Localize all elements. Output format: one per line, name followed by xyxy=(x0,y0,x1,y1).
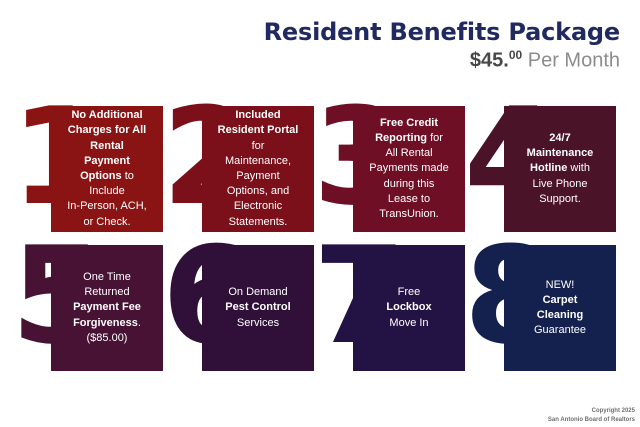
benefit-card-4: 4 24/7 Maintenance Hotline with Live Pho… xyxy=(464,90,618,233)
card-text-3: Free Credit Reporting for All Rental Pay… xyxy=(369,116,449,220)
price-suffix: Per Month xyxy=(522,49,620,72)
card-body-1: No Additional Charges for All Rental Pay… xyxy=(51,106,163,232)
copyright-line1: Copyright 2025 xyxy=(591,408,635,415)
copyright: Copyright 2025 San Antonio Board of Real… xyxy=(548,407,635,424)
card-body-6: On Demand Pest Control Services xyxy=(202,245,314,371)
card-body-2: Included Resident Portal for Maintenance… xyxy=(202,106,314,232)
benefit-card-5: 5 One Time Returned Payment Fee Forgiven… xyxy=(11,229,165,372)
benefit-card-2: 2 Included Resident Portal for Maintenan… xyxy=(162,90,316,233)
card-body-3: Free Credit Reporting for All Rental Pay… xyxy=(353,106,465,232)
price-amount: $45. xyxy=(469,49,509,72)
benefit-card-7: 7 Free Lockbox Move In xyxy=(313,229,467,372)
benefit-card-1: 1 No Additional Charges for All Rental P… xyxy=(11,90,165,233)
card-body-8: NEW! Carpet Cleaning Guarantee xyxy=(504,245,616,371)
price-cents: 00 xyxy=(508,48,523,62)
header: Resident Benefits Package $45.00 Per Mon… xyxy=(263,18,621,73)
benefit-card-8: 8 NEW! Carpet Cleaning Guarantee xyxy=(464,229,618,372)
card-text-2: Included Resident Portal for Maintenance… xyxy=(217,109,299,228)
card-text-8: NEW! Carpet Cleaning Guarantee xyxy=(534,278,586,337)
card-text-6: On Demand Pest Control Services xyxy=(225,286,291,329)
card-body-4: 24/7 Maintenance Hotline with Live Phone… xyxy=(504,106,616,232)
benefit-card-6: 6 On Demand Pest Control Services xyxy=(162,229,316,372)
card-text-7: Free Lockbox Move In xyxy=(386,286,432,329)
copyright-line2: San Antonio Board of Realtors xyxy=(547,416,635,423)
page-title: Resident Benefits Package xyxy=(263,18,621,46)
price-line: $45.00 Per Month xyxy=(264,48,620,73)
benefits-grid: 1 No Additional Charges for All Rental P… xyxy=(11,90,618,372)
card-body-7: Free Lockbox Move In xyxy=(353,245,465,371)
card-text-4: 24/7 Maintenance Hotline with Live Phone… xyxy=(526,132,594,205)
benefit-card-3: 3 Free Credit Reporting for All Rental P… xyxy=(313,90,467,233)
card-text-5: One Time Returned Payment Fee Forgivenes… xyxy=(73,271,141,344)
card-text-1: No Additional Charges for All Rental Pay… xyxy=(67,109,147,228)
card-body-5: One Time Returned Payment Fee Forgivenes… xyxy=(51,245,163,371)
